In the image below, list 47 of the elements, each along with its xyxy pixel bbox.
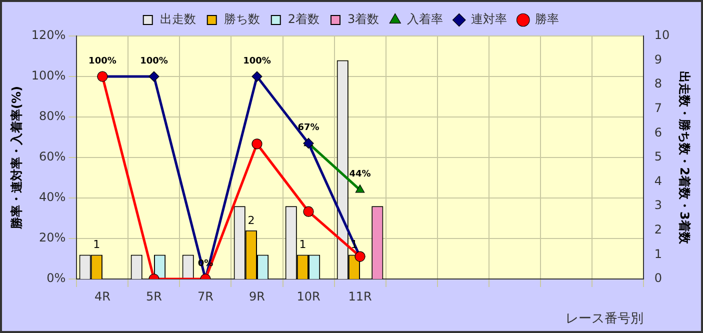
legend-label: 入着率 [407, 12, 444, 26]
x-tick-label: 5R [146, 289, 162, 304]
y-tick-label: 80% [39, 109, 66, 124]
y2-tick-label: 1 [654, 246, 662, 261]
x-tick-label: 7R [197, 289, 214, 304]
data-label: 2 [248, 214, 255, 227]
y2-tick-label: 10 [654, 28, 670, 42]
y2-axis-title: 出走数・勝ち数・2着数・3着数 [678, 71, 692, 245]
x-tick-label: 10R [296, 289, 320, 304]
y2-tick-label: 4 [654, 174, 662, 188]
data-label: 1 [299, 238, 306, 252]
y-tick-label: 100% [31, 68, 66, 83]
legend-label: 3着数 [348, 12, 380, 26]
point [303, 206, 314, 217]
y-tick-label: 20% [39, 230, 66, 245]
point [252, 138, 262, 150]
legend-label: 勝ち数 [224, 12, 260, 26]
legend-label: 連対率 [471, 12, 508, 26]
data-label: 100% [140, 56, 168, 66]
data-label: 1 [93, 238, 100, 252]
data-label: 100% [243, 56, 271, 66]
x-tick-label: 9R [249, 289, 265, 304]
y2-tick-label: 7 [654, 101, 662, 116]
y-tick-label: 40% [39, 190, 66, 204]
point [303, 138, 314, 149]
y2-tick-label: 0 [654, 271, 662, 286]
y-tick-label: 60% [39, 150, 66, 164]
x-tick-label: 4R [94, 289, 110, 304]
x-tick-label: 11R [348, 289, 372, 304]
y2-tick-label: 8 [654, 76, 662, 91]
y2-tick-label: 5 [654, 150, 662, 164]
point [252, 71, 262, 82]
legend-label: 2着数 [288, 12, 320, 26]
legend-label: 出走数 [160, 12, 196, 26]
data-label: 44% [349, 170, 371, 180]
legend-label: 勝率 [535, 12, 560, 26]
y-tick-label: 120% [31, 28, 66, 42]
y2-tick-label: 9 [654, 52, 662, 66]
y2-tick-label: 3 [654, 198, 662, 212]
y-tick-label: 0% [46, 271, 66, 286]
data-label: 100% [88, 56, 116, 66]
y2-tick-label: 2 [654, 222, 662, 237]
data-label: 67% [298, 123, 320, 134]
y-axis-title: 勝率・連対率・入着率(%) [9, 86, 24, 230]
y2-tick-label: 6 [654, 125, 662, 140]
point [148, 71, 160, 82]
x-axis-title: レース番号別 [565, 312, 644, 327]
